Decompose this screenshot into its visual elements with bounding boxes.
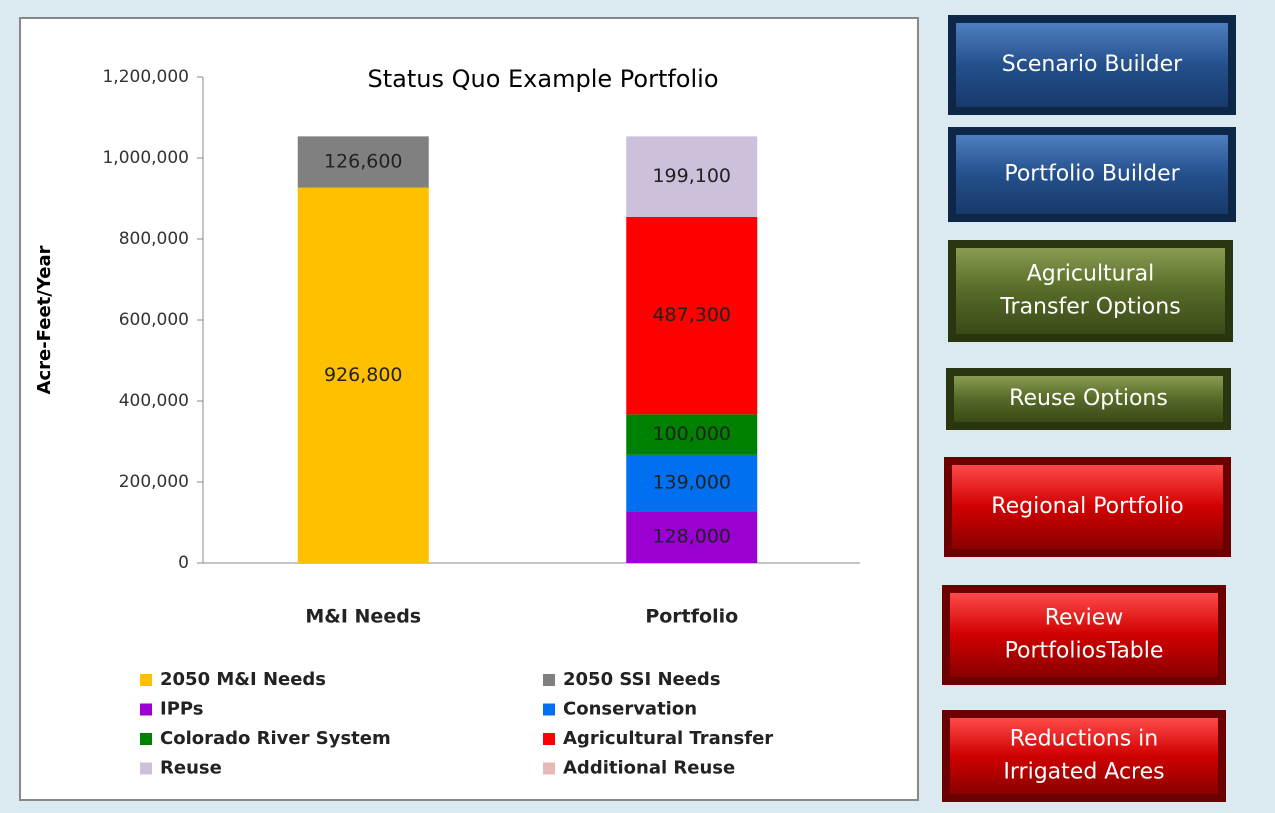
button-face[interactable]	[956, 135, 1228, 214]
y-axis-label: Acre-Feet/Year	[34, 245, 55, 394]
legend-label: Additional Reuse	[563, 758, 735, 779]
button-face[interactable]	[950, 593, 1218, 677]
bar-segment	[297, 187, 429, 563]
button-label[interactable]: Reuse Options	[1009, 386, 1168, 411]
legend-swatch	[140, 762, 152, 775]
button-face[interactable]	[954, 376, 1223, 422]
y-tick-label: 200,000	[119, 472, 189, 492]
legend-label: Reuse	[160, 758, 222, 779]
data-label: 126,600	[324, 151, 403, 173]
data-label: 128,000	[652, 526, 731, 548]
chart-panel	[19, 17, 919, 801]
button-label[interactable]: Irrigated Acres	[1003, 760, 1164, 785]
button-face[interactable]	[956, 23, 1228, 107]
button-label[interactable]: Scenario Builder	[1002, 52, 1183, 77]
button-label[interactable]: PortfoliosTable	[1005, 639, 1164, 664]
data-label: 926,800	[324, 364, 403, 386]
legend-swatch	[140, 733, 152, 745]
data-label: 139,000	[652, 472, 731, 494]
x-tick-label: Portfolio	[645, 606, 738, 628]
bar-segment	[626, 414, 758, 455]
bar-segment	[626, 454, 758, 512]
legend-label: 2050 SSI Needs	[563, 669, 721, 690]
button-label[interactable]: Portfolio Builder	[1004, 162, 1180, 187]
legend-swatch	[543, 674, 555, 686]
button-face[interactable]	[952, 465, 1223, 549]
data-label: 100,000	[652, 423, 731, 445]
button-label[interactable]: Review	[1045, 606, 1124, 631]
y-tick-label: 400,000	[119, 391, 189, 411]
chart-title: Status Quo Example Portfolio	[368, 65, 719, 93]
button-label[interactable]: Reductions in	[1010, 727, 1159, 752]
button-label[interactable]: Agricultural	[1027, 262, 1155, 287]
legend-label: IPPs	[160, 699, 203, 720]
bar-segment	[626, 511, 758, 563]
legend-label: Conservation	[563, 699, 697, 720]
bar-segment	[626, 217, 758, 415]
legend-swatch	[140, 703, 152, 716]
bar-segment	[626, 136, 758, 218]
button-label[interactable]: Transfer Options	[999, 295, 1180, 320]
y-tick-label: 0	[178, 553, 189, 573]
data-label: 487,300	[652, 304, 731, 326]
legend-label: 2050 M&I Needs	[160, 669, 326, 690]
y-tick-label: 1,200,000	[102, 67, 189, 87]
legend-swatch	[543, 703, 555, 716]
legend-swatch	[543, 733, 555, 745]
data-label: 199,100	[652, 165, 731, 187]
legend-label: Agricultural Transfer	[563, 728, 773, 749]
y-tick-label: 600,000	[119, 310, 189, 330]
bar-segment	[297, 136, 429, 188]
button-face[interactable]	[950, 718, 1218, 794]
legend-swatch	[543, 762, 555, 775]
y-tick-label: 1,000,000	[102, 148, 189, 168]
legend-label: Colorado River System	[160, 728, 391, 749]
y-tick-label: 800,000	[119, 229, 189, 249]
button-label[interactable]: Regional Portfolio	[991, 494, 1183, 519]
legend-swatch	[140, 674, 152, 686]
button-face[interactable]	[956, 248, 1225, 334]
x-tick-label: M&I Needs	[305, 606, 421, 628]
